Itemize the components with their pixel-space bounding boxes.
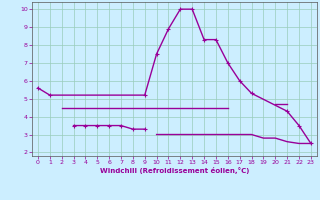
X-axis label: Windchill (Refroidissement éolien,°C): Windchill (Refroidissement éolien,°C)	[100, 167, 249, 174]
